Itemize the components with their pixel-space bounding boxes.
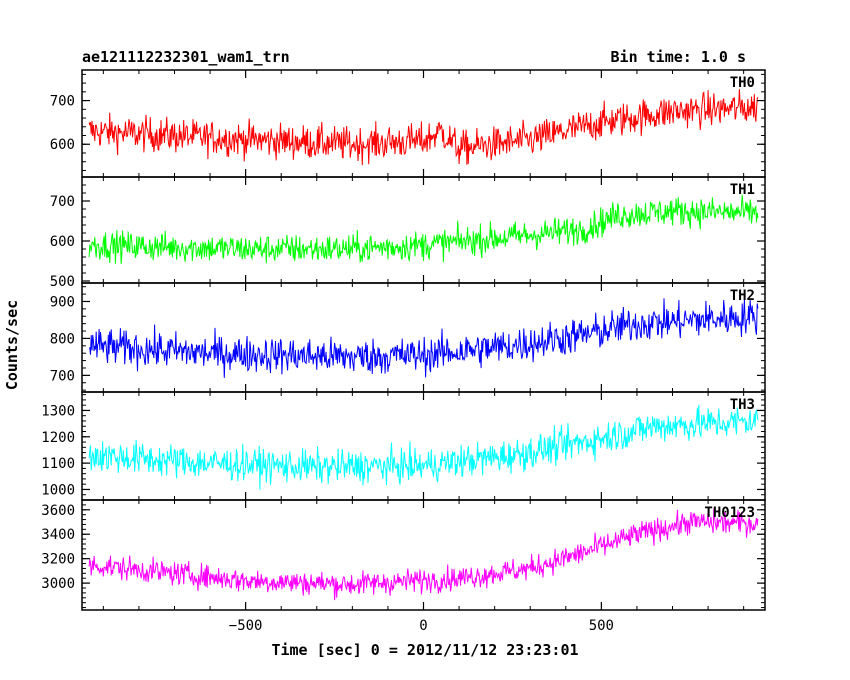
y-tick-label: 1100 bbox=[41, 456, 75, 472]
x-tick-label: 500 bbox=[589, 618, 614, 634]
panel-th0: 600 700 TH0 bbox=[50, 69, 766, 178]
panel-label: TH1 bbox=[730, 182, 755, 198]
panel-label: TH0123 bbox=[704, 505, 755, 521]
panel-frame bbox=[81, 499, 766, 611]
x-axis-label: Time [sec] 0 = 2012/11/12 23:23:01 bbox=[271, 641, 578, 659]
y-tick-label: 600 bbox=[50, 137, 75, 153]
y-tick-label: 600 bbox=[50, 234, 75, 250]
series-th1 bbox=[88, 194, 759, 264]
panel-th0123: 3000 3200 3400 3600 TH0123 bbox=[41, 499, 766, 611]
panel-label: TH3 bbox=[730, 397, 755, 413]
panel-label: TH2 bbox=[730, 288, 755, 304]
y-tick-label: 3600 bbox=[41, 503, 75, 519]
panel-frame bbox=[81, 176, 766, 284]
y-tick-label: 700 bbox=[50, 94, 75, 110]
series-th0 bbox=[88, 89, 759, 166]
panel-th3: 1000 1100 1200 1300 TH3 bbox=[41, 391, 766, 501]
chart-title-left: ae121112232301_wam1_trn bbox=[82, 48, 290, 66]
x-tick-label: −500 bbox=[229, 618, 263, 634]
y-tick-label: 3000 bbox=[41, 576, 75, 592]
y-tick-label: 700 bbox=[50, 194, 75, 210]
x-axis: −500 0 500 bbox=[229, 618, 614, 634]
y-tick-label: 500 bbox=[50, 274, 75, 290]
series-th0123 bbox=[88, 508, 759, 601]
panel-frame bbox=[81, 69, 766, 178]
y-tick-label: 800 bbox=[50, 331, 75, 347]
panels-group: 600 700 TH0 500 600 700 TH1 700 800 900 TH2 1000 110… bbox=[41, 69, 766, 611]
panel-th1: 500 600 700 TH1 bbox=[50, 176, 766, 290]
y-tick-label: 1200 bbox=[41, 430, 75, 446]
series-th2 bbox=[88, 298, 759, 378]
panel-frame bbox=[81, 391, 766, 501]
y-tick-label: 1000 bbox=[41, 482, 75, 498]
y-tick-label: 3200 bbox=[41, 552, 75, 568]
panel-label: TH0 bbox=[730, 75, 755, 91]
panel-frame bbox=[81, 282, 766, 393]
x-tick-label: 0 bbox=[419, 618, 427, 634]
y-tick-label: 700 bbox=[50, 368, 75, 384]
y-tick-label: 1300 bbox=[41, 403, 75, 419]
y-axis-label: Counts/sec bbox=[3, 300, 21, 390]
y-tick-label: 900 bbox=[50, 294, 75, 310]
series-th3 bbox=[88, 404, 759, 490]
panel-th2: 700 800 900 TH2 bbox=[50, 282, 766, 393]
chart-title-right: Bin time: 1.0 s bbox=[611, 48, 746, 66]
y-tick-label: 3400 bbox=[41, 527, 75, 543]
